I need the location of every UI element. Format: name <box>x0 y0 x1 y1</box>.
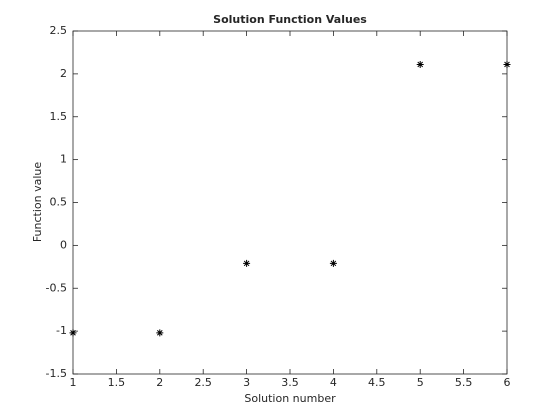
x-tick-label: 5.5 <box>455 376 473 389</box>
y-tick-label: 0.5 <box>50 196 68 209</box>
y-tick-label: 0 <box>60 238 67 251</box>
y-tick-label: 2.5 <box>50 24 68 37</box>
marker <box>69 329 77 337</box>
y-axis-label: Function value <box>31 162 44 243</box>
x-tick-label: 6 <box>504 376 511 389</box>
marker <box>416 60 424 68</box>
x-tick-label: 3.5 <box>281 376 299 389</box>
chart-title: Solution Function Values <box>213 13 367 26</box>
marker <box>156 329 164 337</box>
marker <box>503 60 511 68</box>
x-tick-label: 5 <box>417 376 424 389</box>
plot-area <box>72 30 508 375</box>
marker <box>329 259 337 267</box>
x-tick-label: 4 <box>330 376 337 389</box>
y-tick-label: -1 <box>56 324 67 337</box>
y-tick-label: 2 <box>60 67 67 80</box>
x-tick-label: 2.5 <box>194 376 212 389</box>
y-tick-label: -0.5 <box>46 281 67 294</box>
x-axis-label: Solution number <box>244 392 336 405</box>
marker <box>243 259 251 267</box>
x-tick-label: 4.5 <box>368 376 386 389</box>
x-tick-label: 1.5 <box>108 376 126 389</box>
y-tick-label: 1.5 <box>50 110 68 123</box>
x-tick-label: 3 <box>243 376 250 389</box>
y-tick-label: -1.5 <box>46 367 67 380</box>
y-tick-label: 1 <box>60 153 67 166</box>
x-tick-label: 1 <box>70 376 77 389</box>
x-tick-label: 2 <box>156 376 163 389</box>
